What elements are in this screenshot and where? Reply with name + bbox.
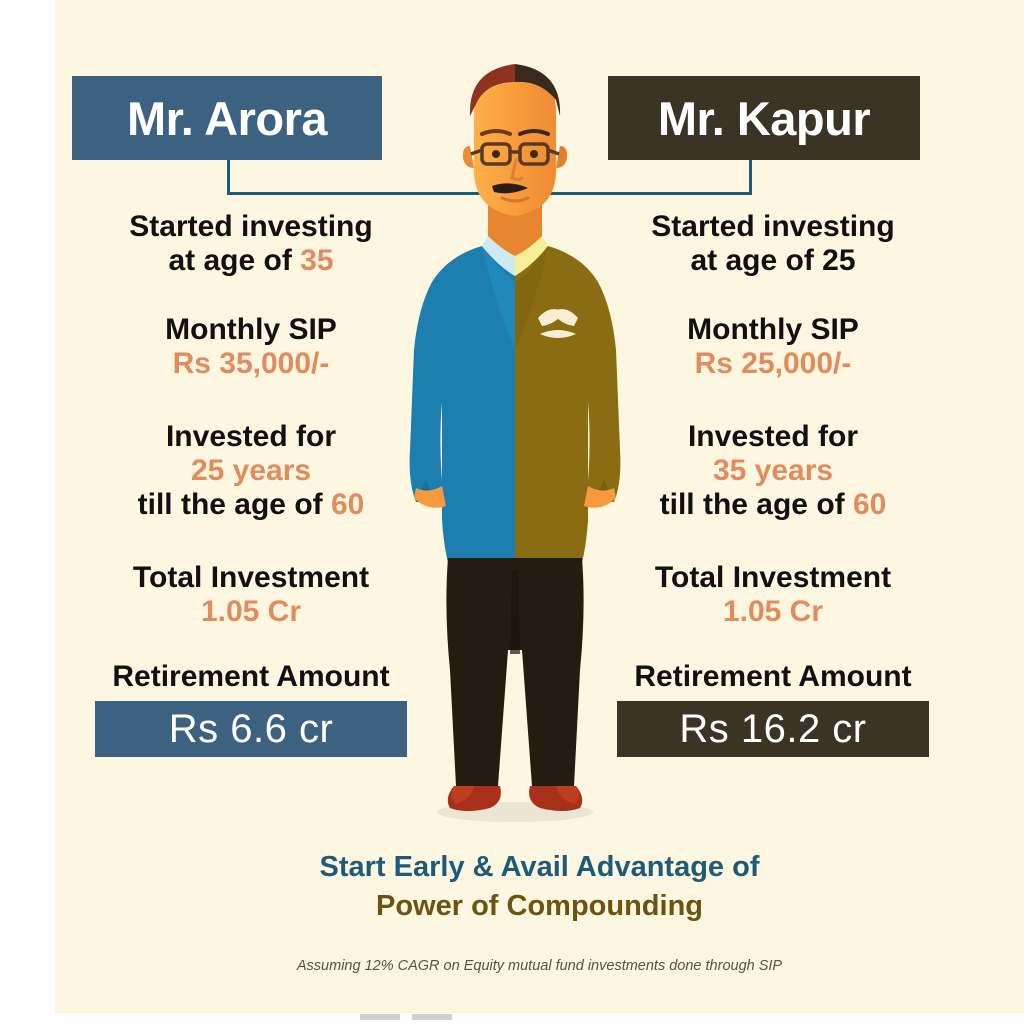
total-value-left: 1.05 Cr bbox=[200, 594, 302, 628]
stat-start-age-left: Started investing at age of 35 bbox=[55, 210, 447, 277]
sip-amount-left: Rs 35,000/- bbox=[172, 346, 330, 380]
name-plate-right: Mr. Kapur bbox=[608, 76, 920, 160]
stat-invested-right: Invested for 35 years till the age of 60 bbox=[577, 420, 969, 521]
retirement-banner-left: Rs 6.6 cr bbox=[95, 701, 407, 758]
sip-label-left: Monthly SIP bbox=[165, 313, 337, 347]
till-age-line-left: till the age of 60 bbox=[137, 487, 365, 521]
total-label-left: Total Investment bbox=[132, 561, 370, 595]
till-age-value-left: 60 bbox=[330, 487, 365, 521]
invested-years-left: 25 years bbox=[190, 453, 312, 487]
total-value-right: 1.05 Cr bbox=[722, 594, 824, 628]
name-plate-left-label: Mr. Arora bbox=[126, 91, 328, 145]
retirement-value-right: Rs 16.2 cr bbox=[679, 706, 867, 751]
start-label-left: Started investing bbox=[129, 210, 373, 243]
footnote-disclaimer: Assuming 12% CAGR on Equity mutual fund … bbox=[296, 958, 783, 974]
bottom-artifact-left bbox=[360, 1014, 400, 1020]
sip-label-right: Monthly SIP bbox=[687, 313, 859, 347]
column-left: Started investing at age of 35 Monthly S… bbox=[55, 210, 447, 758]
stat-invested-left: Invested for 25 years till the age of 60 bbox=[55, 420, 447, 521]
stat-sip-right: Monthly SIP Rs 25,000/- bbox=[577, 313, 969, 380]
name-plate-left: Mr. Arora bbox=[72, 76, 382, 160]
split-style-businessman-illustration bbox=[370, 50, 660, 840]
name-plate-right-label: Mr. Kapur bbox=[657, 91, 871, 145]
bottom-artifact-right bbox=[412, 1014, 452, 1020]
start-label-right: Started investing bbox=[651, 210, 895, 243]
stat-retirement-left: Retirement Amount Rs 6.6 cr bbox=[55, 660, 447, 758]
stat-retirement-right: Retirement Amount Rs 16.2 cr bbox=[577, 660, 969, 758]
stat-sip-left: Monthly SIP Rs 35,000/- bbox=[55, 313, 447, 380]
invested-label-left: Invested for bbox=[165, 420, 337, 454]
column-right: Started investing at age of 25 Monthly S… bbox=[577, 210, 969, 758]
stat-start-age-right: Started investing at age of 25 bbox=[577, 210, 969, 277]
retirement-banner-right: Rs 16.2 cr bbox=[617, 701, 929, 758]
total-label-right: Total Investment bbox=[654, 561, 892, 595]
retirement-label-right: Retirement Amount bbox=[634, 660, 912, 694]
start-age-value-right: 25 bbox=[822, 243, 856, 277]
start-age-value-left: 35 bbox=[300, 243, 334, 277]
stat-total-left: Total Investment 1.05 Cr bbox=[55, 561, 447, 628]
invested-label-right: Invested for bbox=[687, 420, 859, 454]
sip-amount-right: Rs 25,000/- bbox=[694, 346, 852, 380]
till-age-line-right: till the age of 60 bbox=[659, 487, 887, 521]
tagline-line-1: Start Early & Avail Advantage of bbox=[319, 851, 760, 883]
stat-total-right: Total Investment 1.05 Cr bbox=[577, 561, 969, 628]
tagline: Start Early & Avail Advantage of Power o… bbox=[55, 848, 1024, 926]
invested-years-right: 35 years bbox=[712, 453, 834, 487]
retirement-value-left: Rs 6.6 cr bbox=[168, 706, 334, 751]
tagline-line-2: Power of Compounding bbox=[375, 890, 703, 923]
till-age-value-right: 60 bbox=[852, 487, 887, 521]
start-age-line-left: at age of 35 bbox=[168, 243, 334, 277]
retirement-label-left: Retirement Amount bbox=[112, 660, 390, 694]
start-age-line-right: at age of 25 bbox=[690, 243, 856, 277]
